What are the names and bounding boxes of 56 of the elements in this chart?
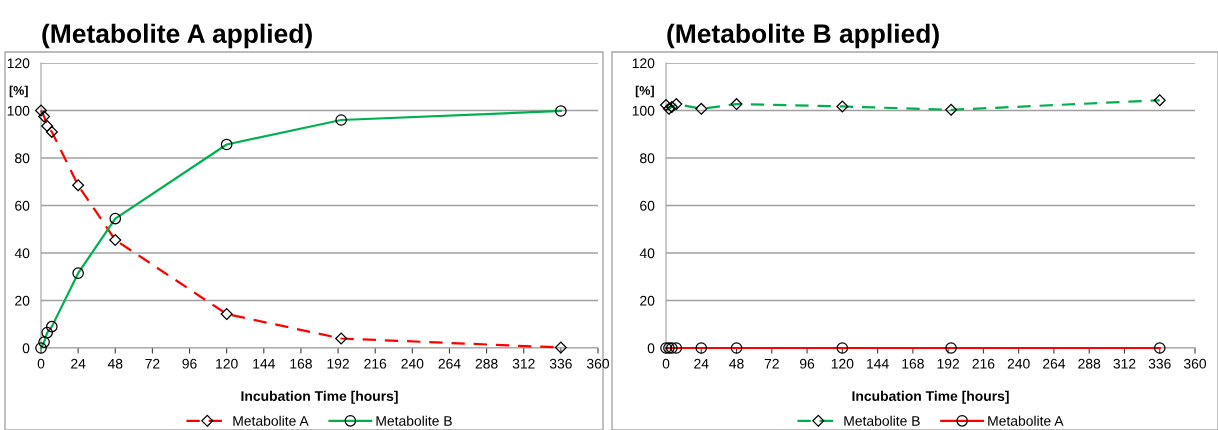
x-tick-label: 192 <box>327 358 349 369</box>
x-tick-label: 336 <box>549 358 572 369</box>
x-tick-label: 24 <box>71 358 86 369</box>
x-tick-label: 240 <box>401 358 424 369</box>
x-tick-label: 360 <box>1183 358 1207 369</box>
x-tick-label: 264 <box>1043 358 1066 369</box>
x-tick-label: 120 <box>216 358 238 369</box>
x-tick-label: 144 <box>867 358 889 369</box>
y-tick-label: 0 <box>22 343 30 354</box>
y-tick-label: 0 <box>647 343 655 354</box>
y-tick-label: 80 <box>640 153 655 164</box>
y-axis-title: [%] <box>9 85 28 98</box>
x-tick-label: 48 <box>107 358 123 369</box>
y-tick-label: 20 <box>640 295 655 306</box>
chart-title: (Metabolite B applied) <box>667 23 939 49</box>
x-tick-label: 288 <box>475 358 498 369</box>
y-tick-label: 40 <box>14 248 30 259</box>
x-axis-title: Incubation Time [hours] <box>241 390 398 404</box>
x-axis-title: Incubation Time [hours] <box>852 390 1009 404</box>
x-tick-label: 120 <box>831 358 854 369</box>
x-tick-label: 0 <box>37 358 45 369</box>
x-tick-label: 240 <box>1007 358 1030 369</box>
chart-title: (Metabolite A applied) <box>42 23 312 49</box>
x-tick-label: 168 <box>902 358 924 369</box>
x-tick-label: 24 <box>694 358 709 369</box>
legend-label: Metabolite A <box>988 415 1064 426</box>
y-axis-title: [%] <box>635 85 654 98</box>
y-tick-label: 60 <box>640 200 655 211</box>
y-tick-label: 100 <box>7 105 30 116</box>
x-tick-label: 264 <box>438 358 461 369</box>
x-tick-label: 216 <box>364 358 387 369</box>
x-tick-label: 360 <box>586 358 610 369</box>
x-tick-label: 144 <box>253 358 275 369</box>
y-tick-label: 60 <box>15 200 30 211</box>
x-tick-label: 72 <box>145 358 160 369</box>
legend-label: Metabolite B <box>844 415 920 426</box>
y-tick-label: 120 <box>7 58 30 69</box>
x-tick-label: 216 <box>972 358 995 369</box>
y-tick-label: 40 <box>639 248 655 259</box>
legend-label: Metabolite A <box>233 415 309 426</box>
x-tick-label: 0 <box>662 358 670 369</box>
x-tick-label: 72 <box>764 358 779 369</box>
x-tick-label: 48 <box>729 358 744 369</box>
x-tick-label: 168 <box>290 358 312 369</box>
x-tick-label: 96 <box>799 358 815 369</box>
y-tick-label: 120 <box>632 58 655 69</box>
y-tick-label: 80 <box>15 153 30 164</box>
x-tick-label: 192 <box>937 358 960 369</box>
y-tick-label: 20 <box>15 295 30 306</box>
legend-label: Metabolite B <box>376 415 452 426</box>
x-tick-label: 312 <box>512 358 535 369</box>
x-tick-label: 96 <box>182 358 197 369</box>
x-tick-label: 288 <box>1078 358 1101 369</box>
x-tick-label: 312 <box>1113 358 1136 369</box>
x-tick-label: 336 <box>1148 358 1171 369</box>
y-tick-label: 100 <box>632 105 655 116</box>
